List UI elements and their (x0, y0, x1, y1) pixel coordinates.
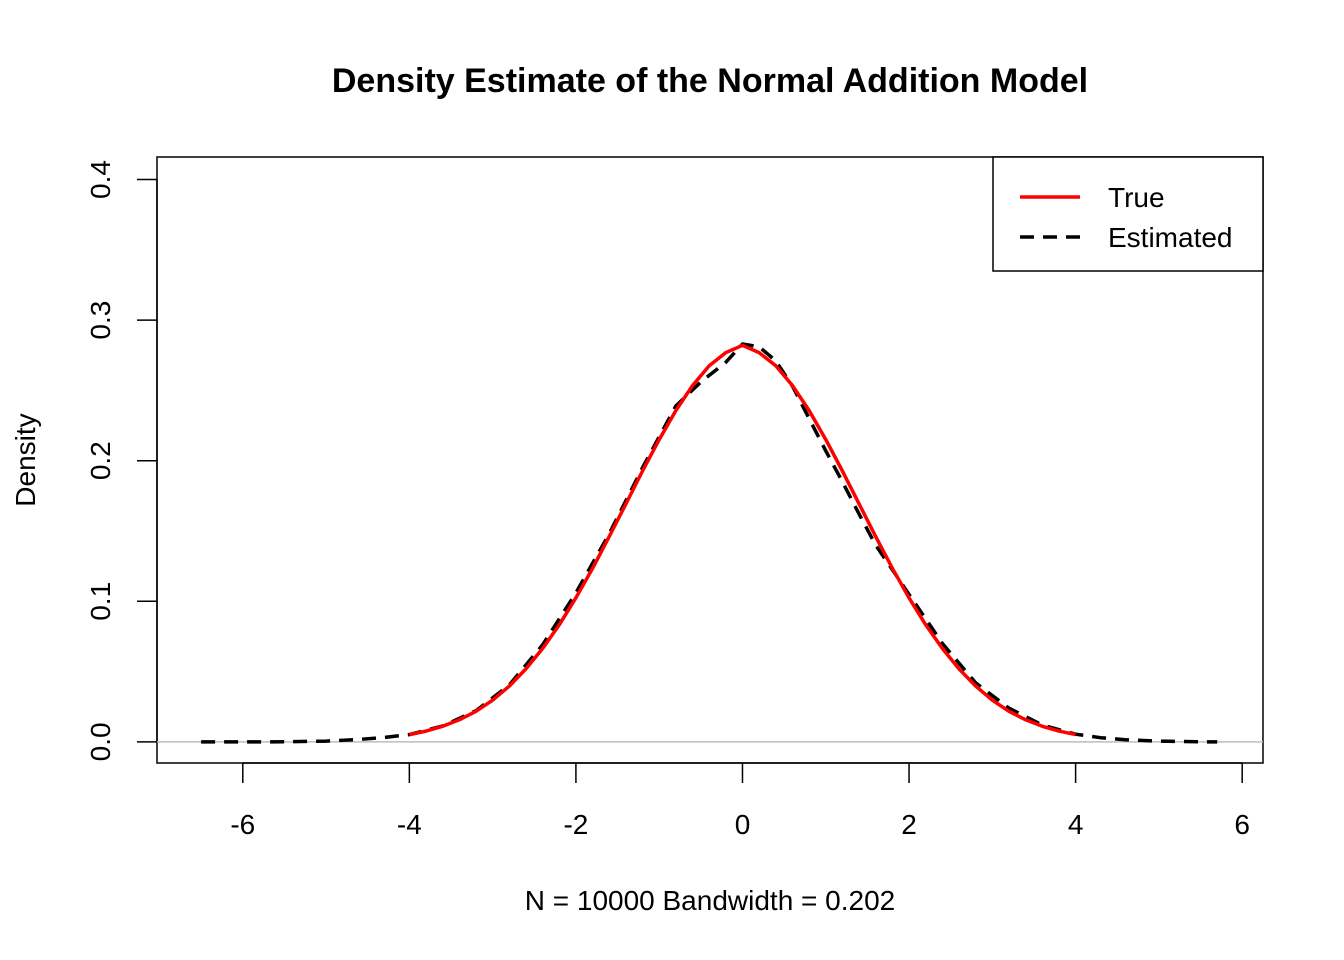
chart-title: Density Estimate of the Normal Addition … (332, 62, 1088, 100)
x-tick-label: 6 (1234, 809, 1250, 840)
y-tick-label: 0.3 (85, 301, 116, 340)
x-tick-label: -4 (397, 809, 422, 840)
y-axis-label: Density (10, 413, 41, 506)
x-tick-label: 2 (901, 809, 917, 840)
y-tick-label: 0.0 (85, 722, 116, 761)
series-line-estimated (201, 342, 1218, 744)
x-tick-label: -2 (563, 809, 588, 840)
x-tick-label: 0 (735, 809, 751, 840)
legend-label-true: True (1108, 182, 1165, 213)
y-tick-label: 0.1 (85, 582, 116, 621)
x-axis: -6 -4 -2 0 2 4 6 (230, 762, 1250, 840)
legend: True Estimated (992, 156, 1264, 272)
y-axis: 0.0 0.1 0.2 0.3 0.4 (85, 160, 158, 761)
legend-label-estimated: Estimated (1108, 222, 1233, 253)
y-tick-label: 0.2 (85, 441, 116, 480)
x-tick-label: 4 (1068, 809, 1084, 840)
series-layer (201, 342, 1218, 744)
series-line-true (408, 343, 1076, 737)
legend-box (992, 156, 1264, 272)
x-axis-label: N = 10000 Bandwidth = 0.202 (525, 885, 896, 916)
x-tick-label: -6 (230, 809, 255, 840)
y-tick-label: 0.4 (85, 160, 116, 199)
